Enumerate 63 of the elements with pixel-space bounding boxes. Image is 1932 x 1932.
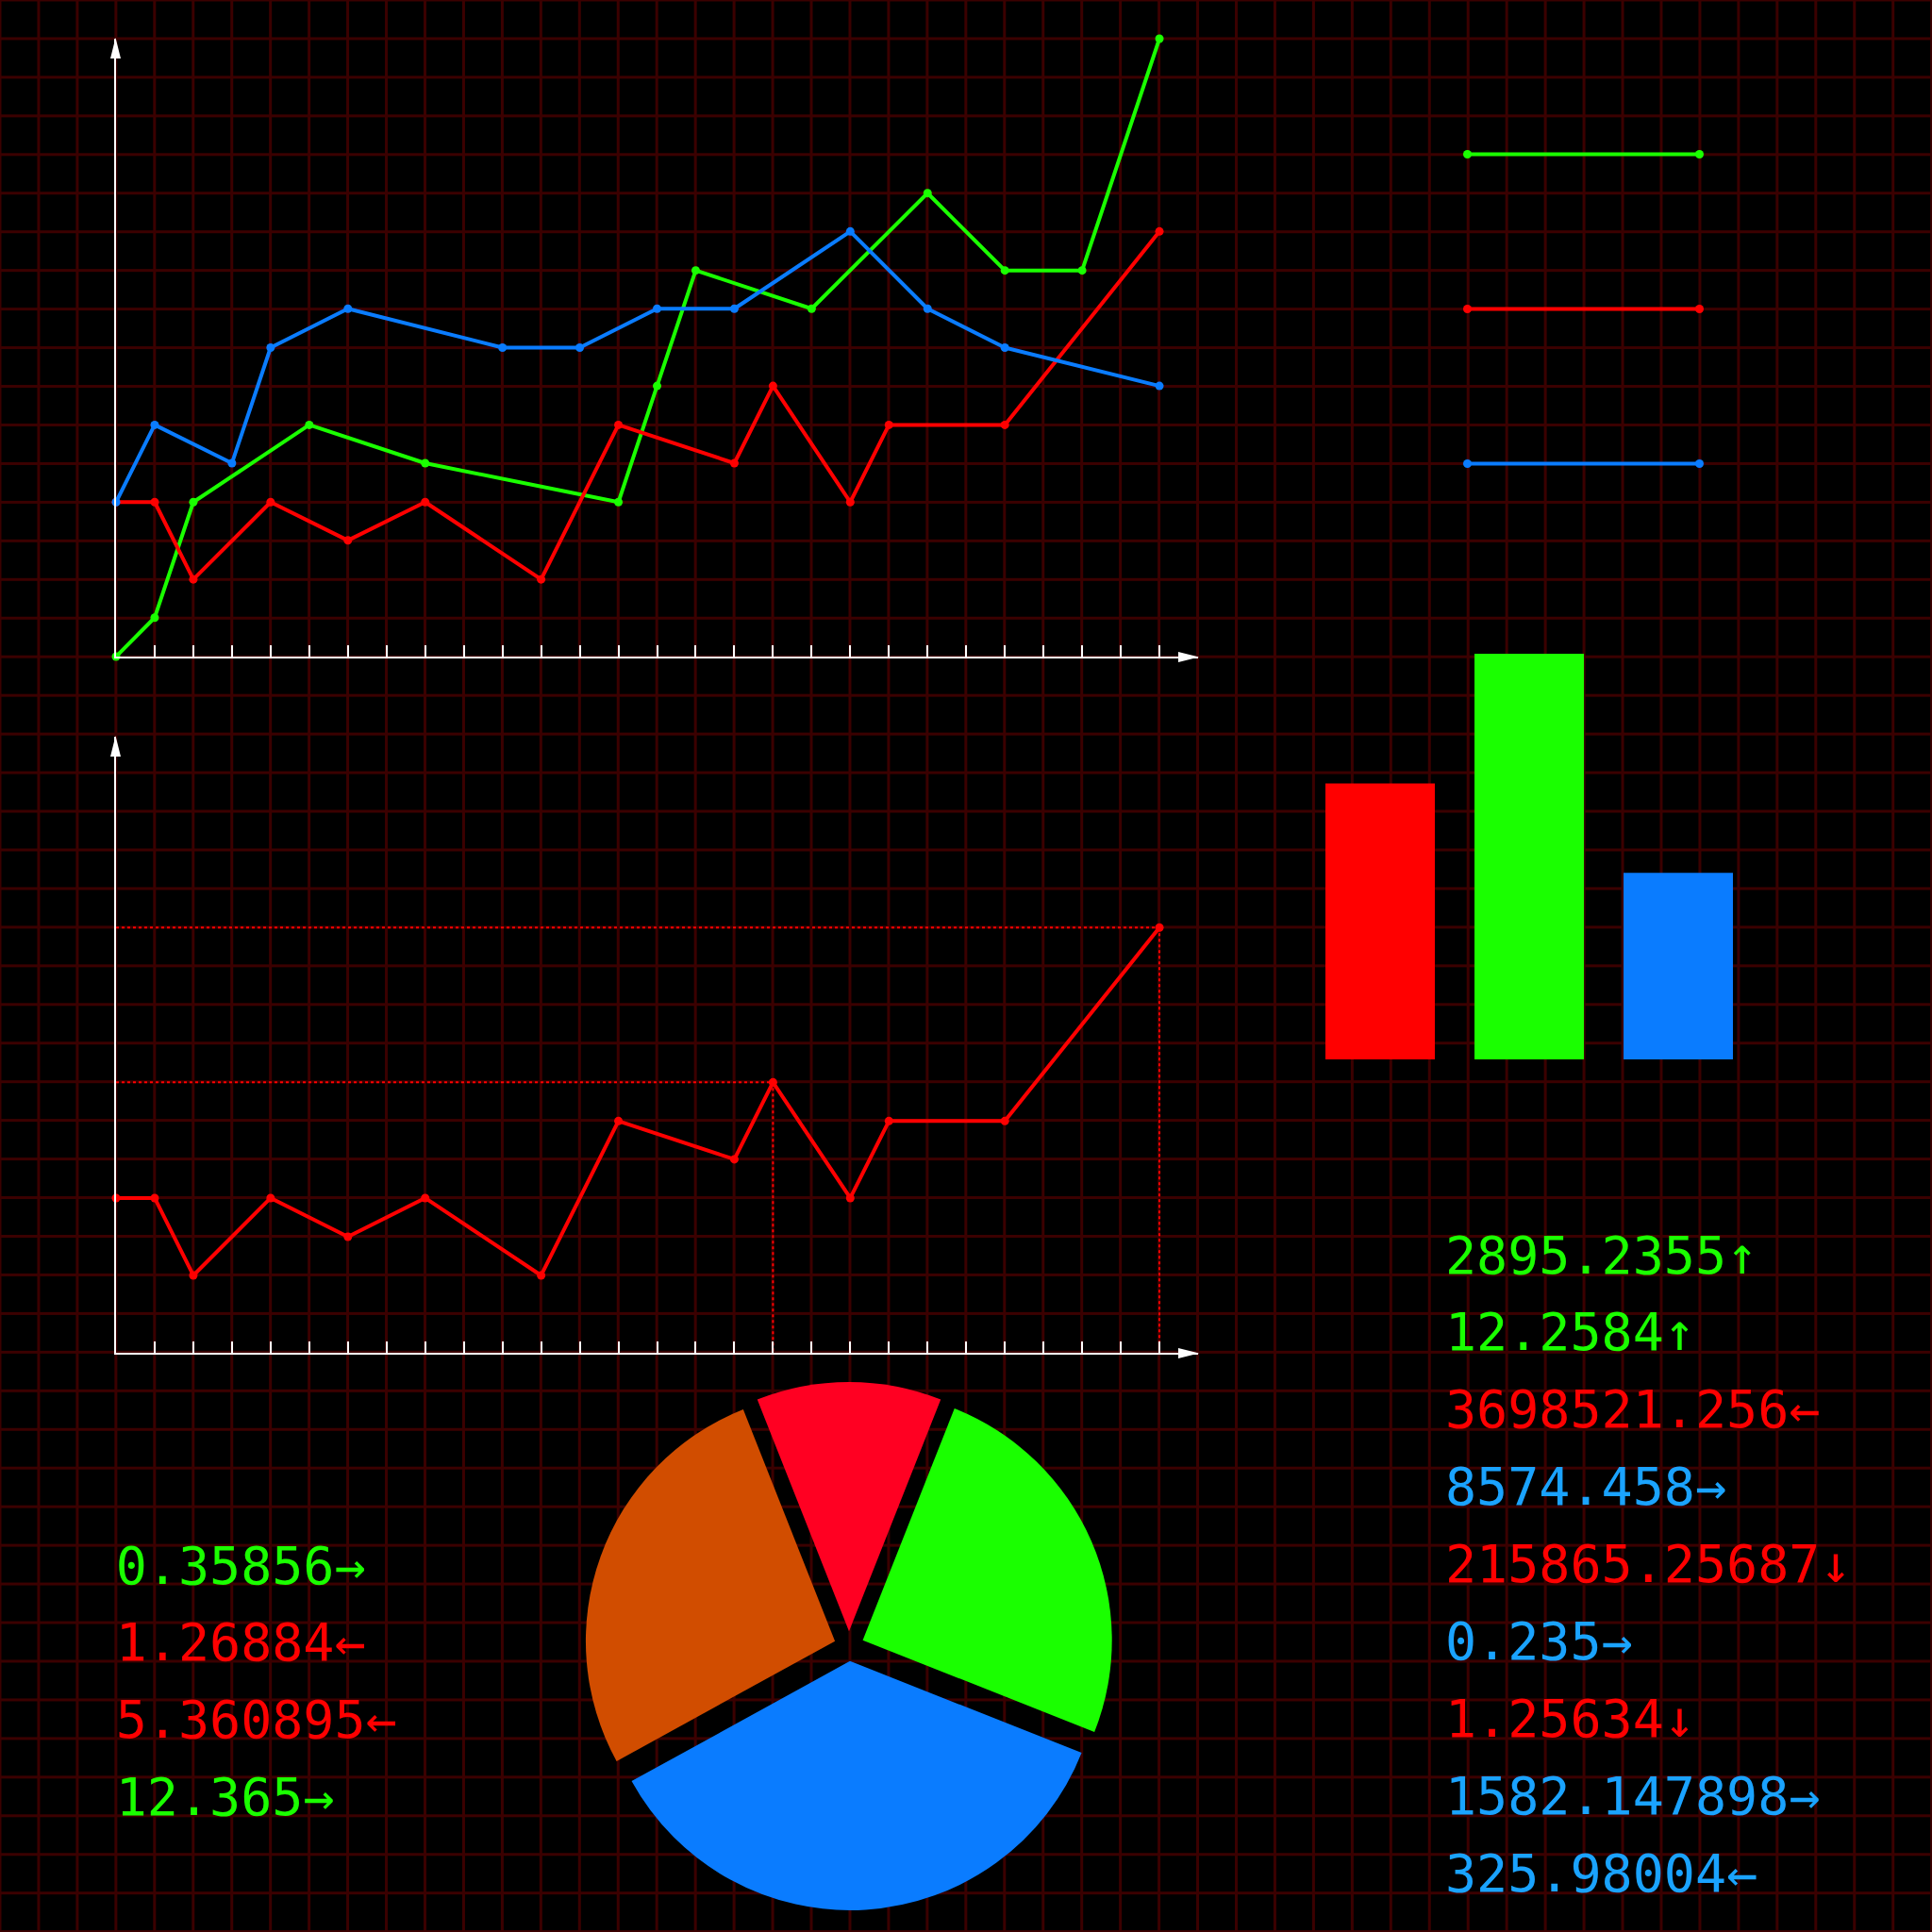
point [768,1078,777,1088]
point [343,536,353,545]
point [421,458,430,468]
point [536,1271,545,1280]
point [227,458,237,468]
point [613,1117,623,1126]
point [652,304,661,313]
point [729,1155,739,1164]
text: 0.235→ [1445,1611,1633,1673]
point [845,497,855,507]
point [189,575,198,584]
point [1000,421,1009,429]
text: 325.98004← [1445,1842,1758,1904]
point [613,421,623,429]
point [845,1193,855,1203]
point [575,343,584,353]
point [691,266,700,275]
point [498,343,508,353]
point [536,575,545,584]
text: 8574.458→ [1445,1457,1727,1518]
point [807,304,816,313]
text: 1.25634↓ [1445,1688,1695,1749]
point [1155,924,1164,933]
point [421,497,430,507]
point [1000,266,1009,275]
point [923,189,932,198]
text: 2895.2355↑ [1445,1224,1758,1286]
text: 1582.147898→ [1445,1765,1821,1826]
point [884,1117,893,1126]
point [266,343,275,353]
point [305,421,314,429]
point [150,613,159,623]
point [421,1193,430,1203]
point [266,1193,275,1203]
point [729,458,739,468]
point [150,497,159,507]
point [189,497,198,507]
point [923,304,932,313]
point [1000,1117,1009,1126]
point [343,304,353,313]
point [150,421,159,429]
text: 3698521.256← [1445,1379,1821,1441]
point [1155,34,1164,43]
point [266,497,275,507]
point [189,1271,198,1280]
text: 12.2584↑ [1445,1302,1695,1363]
point [1077,266,1087,275]
text: 1.26884← [115,1612,366,1674]
point [1155,381,1164,391]
point [1000,343,1009,353]
point [150,1193,159,1203]
point [845,226,855,236]
text: 12.365→ [115,1767,335,1828]
point [343,1232,353,1241]
text: 5.360895← [115,1690,397,1751]
point [1155,226,1164,236]
text: 215865.25687↓ [1445,1534,1852,1595]
point [652,381,661,391]
text: 0.35856→ [115,1535,366,1596]
point [768,381,777,391]
point [884,421,893,429]
point [613,497,623,507]
point [729,304,739,313]
